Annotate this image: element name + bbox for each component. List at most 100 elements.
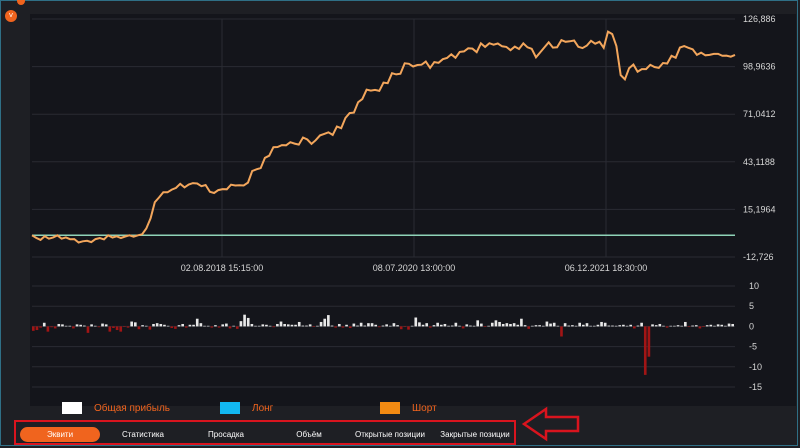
profit-bar — [374, 324, 378, 327]
profit-bar — [232, 325, 235, 327]
tab-statistics[interactable]: Статистика — [121, 430, 164, 439]
profit-bar — [673, 325, 676, 327]
profit-bar — [166, 325, 170, 327]
profit-bar — [239, 321, 243, 327]
profit-bar — [261, 324, 265, 327]
profit-bar — [144, 325, 148, 327]
profit-bar — [614, 325, 618, 327]
equity-x-tick-label: 06.12.2021 18:30:00 — [565, 263, 648, 273]
profit-bar — [312, 326, 316, 327]
profit-bar — [276, 323, 279, 327]
legend-item-total-profit[interactable]: Общая прибыль — [62, 402, 170, 414]
profit-bar — [290, 324, 294, 327]
equity-chart: 126,886 98,9636 71,0412 43,1188 15,1964 -12,7… — [31, 14, 776, 392]
profit-bar — [407, 326, 410, 330]
profit-bar — [155, 323, 159, 327]
profit-bar — [210, 326, 214, 328]
profit-bar — [654, 325, 658, 327]
profit-bar — [316, 325, 319, 327]
equity-y-tick-label: 15,1964 — [743, 204, 776, 214]
profit-bar — [476, 320, 480, 327]
legend-item-short[interactable]: Шорт — [380, 402, 437, 414]
profit-bar — [319, 321, 323, 327]
tab-drawdown[interactable]: Просадка — [208, 430, 244, 439]
equity-y-tick-label: 98,9636 — [743, 62, 776, 72]
profit-bar — [305, 325, 308, 327]
profit-bar — [498, 321, 501, 327]
bar-y-ticks: 10 5 0 -5 -10 -15 — [749, 281, 762, 392]
profit-bar — [603, 322, 607, 327]
profit-bar — [716, 324, 720, 327]
profit-bar — [337, 323, 341, 327]
profit-bar — [665, 326, 669, 328]
profit-bar — [308, 324, 312, 327]
profit-bars — [32, 314, 734, 375]
profit-bar — [184, 326, 188, 328]
profit-bar — [53, 326, 57, 329]
profit-bar — [618, 325, 622, 327]
profit-bar — [480, 323, 483, 327]
profit-bar — [137, 326, 141, 330]
profit-bar — [516, 324, 520, 327]
profit-bar — [46, 326, 50, 332]
chart-panel: 126,886 98,9636 71,0412 43,1188 15,1964 -12,7… — [30, 14, 796, 406]
profit-bar — [294, 324, 297, 327]
profit-bar — [439, 324, 443, 327]
profit-bar — [647, 326, 651, 357]
profit-bar — [563, 323, 567, 327]
profit-bar — [465, 324, 469, 327]
profit-bar — [698, 326, 702, 329]
profit-bar — [720, 324, 724, 327]
profit-bar — [421, 324, 425, 327]
profit-bar — [512, 323, 516, 327]
profit-bar — [523, 325, 527, 327]
profit-bar — [32, 326, 35, 331]
profit-bar — [214, 325, 217, 327]
profit-bar — [206, 325, 210, 327]
profit-bar — [61, 324, 64, 327]
profit-bar — [538, 325, 541, 327]
profit-bar — [443, 323, 447, 327]
profit-bar — [82, 325, 86, 327]
profit-bar — [483, 326, 487, 327]
profit-bar — [359, 322, 363, 327]
profit-bar — [396, 325, 399, 327]
profit-bar — [327, 315, 330, 327]
profit-bar — [410, 325, 414, 327]
profit-bar — [297, 321, 301, 327]
tab-open-positions[interactable]: Открытые позиции — [354, 430, 426, 439]
profit-bar — [141, 325, 144, 327]
profit-bar — [505, 323, 509, 327]
collapse-button[interactable]: ˅ — [5, 10, 17, 22]
profit-bar — [119, 326, 123, 332]
profit-bar — [403, 326, 407, 327]
profit-bar — [429, 326, 432, 328]
profit-bar — [541, 325, 545, 327]
profit-bar — [684, 321, 687, 327]
profit-bar — [625, 325, 629, 327]
tab-closed-positions[interactable]: Закрытые позиции — [440, 430, 510, 439]
equity-gridlines — [32, 18, 735, 258]
profit-bar — [472, 325, 476, 327]
profit-bar — [75, 324, 79, 327]
profit-bar — [705, 325, 709, 327]
tab-volume[interactable]: Объём — [296, 430, 322, 439]
profit-bar — [531, 325, 534, 327]
profit-bar — [72, 326, 75, 329]
profit-bar — [370, 323, 374, 327]
profit-bar — [676, 325, 680, 327]
profit-bar — [163, 324, 166, 327]
profit-bar — [104, 324, 108, 327]
profit-bar — [42, 322, 46, 327]
profit-bar — [330, 325, 334, 327]
profit-bar — [432, 325, 436, 327]
profit-bar — [203, 325, 206, 327]
profit-bar — [170, 326, 174, 329]
profit-bar — [265, 324, 268, 327]
profit-bar — [556, 325, 560, 327]
profit-bar — [589, 325, 592, 327]
legend-item-long[interactable]: Лонг — [220, 402, 273, 414]
profit-bar — [501, 323, 505, 327]
tab-equity[interactable]: Эквити — [20, 427, 100, 442]
